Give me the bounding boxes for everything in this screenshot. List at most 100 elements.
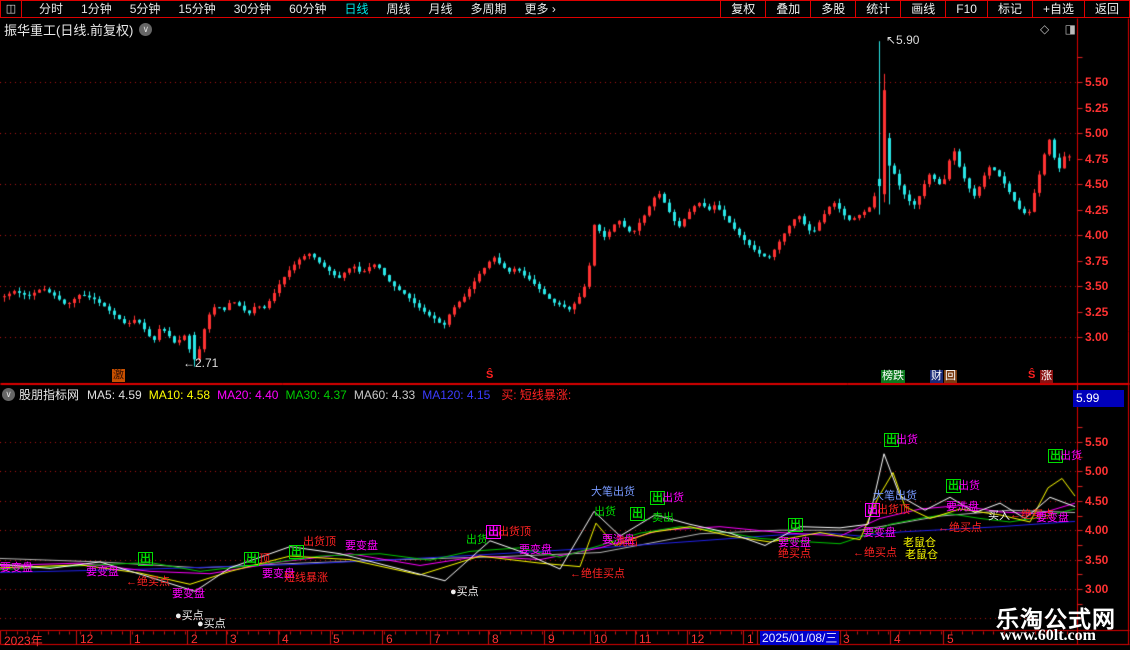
signal-label: ←绝佳买点 bbox=[570, 568, 625, 580]
signal-label: 要变盘 bbox=[86, 566, 119, 578]
period-tab-60分钟[interactable]: 60分钟 bbox=[289, 2, 327, 16]
period-tab-周线[interactable]: 周线 bbox=[386, 2, 411, 16]
ma-values: MA5: 4.59 MA10: 4.58 MA20: 4.40 MA30: 4.37 M… bbox=[87, 388, 497, 402]
signal-label: 出货 bbox=[1060, 450, 1082, 462]
toolbar-button-叠加[interactable]: 叠加 bbox=[776, 1, 801, 16]
indicator-axis-label: 4.00 bbox=[1085, 523, 1109, 538]
indicator-axis-label: 3.00 bbox=[1085, 582, 1109, 596]
signal-label: 要洗盘 bbox=[946, 501, 979, 513]
period-tab-15分钟[interactable]: 15分钟 bbox=[178, 2, 216, 16]
period-tab-月线[interactable]: 月线 bbox=[428, 2, 453, 16]
toolbar: ◫ 分时 1分钟 5分钟 15分钟 30分钟 60分钟 日线 周线 月线 多周期 更多 › 复权 叠加… bbox=[0, 0, 1130, 18]
signal-label: 要变盘 bbox=[0, 562, 33, 574]
collapse-icon[interactable]: ∨ bbox=[2, 388, 15, 401]
period-tab-更多 ›[interactable]: 更多 › bbox=[524, 2, 556, 16]
date-axis-label: 4 bbox=[282, 632, 289, 646]
period-tab-1分钟[interactable]: 1分钟 bbox=[81, 2, 112, 16]
indicator-source-label: 股朋指标网 bbox=[19, 388, 80, 402]
signal-label: ←绝买点 bbox=[938, 522, 982, 534]
signal-label: 出货 bbox=[896, 434, 918, 446]
watermark-site-name: 乐淘公式网 bbox=[996, 607, 1116, 632]
signal-label: 出 bbox=[289, 545, 304, 559]
period-tab-5分钟[interactable]: 5分钟 bbox=[129, 2, 161, 16]
period-tabs: 分时 1分钟 5分钟 15分钟 30分钟 60分钟 日线 周线 月线 多周期 更多 › bbox=[30, 1, 720, 17]
ma-value-MA5: MA5: 4.59 bbox=[87, 387, 142, 402]
ma-value-MA10: MA10: 4.58 bbox=[148, 387, 211, 402]
toolbar-separator bbox=[765, 0, 767, 18]
date-axis-label: 12 bbox=[691, 632, 705, 646]
toolbar-separator bbox=[720, 0, 722, 18]
date-axis-label: 12 bbox=[80, 632, 94, 646]
signal-label: 出货顶 bbox=[877, 504, 910, 516]
price-annotation: ↖5.90 bbox=[886, 33, 920, 47]
toolbar-separator bbox=[1031, 0, 1033, 18]
main-axis-label: 3.00 bbox=[1085, 330, 1109, 344]
marker-badge: 榜跌 bbox=[881, 370, 905, 383]
main-axis-label: 5.25 bbox=[1085, 100, 1109, 115]
ma-value-MA120: MA120: 4.15 bbox=[422, 387, 491, 402]
toolbar-button-返回[interactable]: 返回 bbox=[1094, 1, 1119, 16]
period-tab-多周期[interactable]: 多周期 bbox=[470, 2, 507, 16]
ma-value-MA60: MA60: 4.33 bbox=[353, 387, 416, 402]
date-axis-label: 5 bbox=[333, 632, 340, 646]
chevron-down-icon[interactable]: ∨ bbox=[139, 23, 153, 36]
watermark-url: www.60lt.com bbox=[1000, 627, 1096, 644]
buy-signal-label: 买: 短线暴涨: bbox=[501, 388, 572, 402]
toolbar-separator bbox=[945, 0, 947, 18]
signal-label: 出 bbox=[788, 518, 803, 532]
main-axis-label: 3.25 bbox=[1085, 304, 1109, 319]
signal-label: 买入 bbox=[988, 510, 1010, 522]
date-axis-label: 1 bbox=[134, 632, 141, 646]
signal-label: 出货 bbox=[958, 480, 980, 492]
signal-label: 出 bbox=[486, 525, 501, 539]
toolbar-button-统计[interactable]: 统计 bbox=[866, 1, 891, 16]
signal-label: 要变盘 bbox=[778, 537, 811, 549]
main-axis-label: 4.25 bbox=[1085, 202, 1109, 217]
toolbar-button-+自选[interactable]: +自选 bbox=[1042, 1, 1074, 16]
date-axis-label: 1 bbox=[747, 632, 754, 646]
signal-label: 要洗盘 bbox=[602, 534, 635, 546]
signal-label: ←卖出 bbox=[641, 512, 674, 524]
signal-label: 出 bbox=[865, 503, 880, 517]
signal-label: 大笔出货 bbox=[873, 490, 917, 502]
main-axis-label: 4.75 bbox=[1085, 151, 1109, 166]
signal-label: 要变盘 bbox=[863, 527, 896, 539]
marker-badge: 涨 bbox=[1040, 370, 1053, 383]
signal-label: 顶 bbox=[259, 553, 270, 565]
toolbar-button-F10[interactable]: F10 bbox=[956, 1, 977, 16]
signal-label: 出 bbox=[630, 507, 645, 521]
toolbar-button-多股[interactable]: 多股 bbox=[821, 1, 846, 16]
period-tab-日线[interactable]: 日线 bbox=[344, 2, 369, 16]
main-axis-label: 3.50 bbox=[1085, 279, 1109, 293]
toolbar-separator bbox=[855, 0, 857, 18]
signal-label: 出货 bbox=[594, 506, 616, 518]
indicator-axis-label: 3.50 bbox=[1085, 552, 1109, 567]
marker-badge: 财 bbox=[930, 370, 943, 383]
signal-label: 出 bbox=[650, 491, 665, 505]
date-axis-label: 8 bbox=[492, 632, 499, 646]
signal-label: 出 bbox=[884, 433, 899, 447]
marker-badge: 回 bbox=[944, 370, 957, 383]
signal-label: 出 bbox=[138, 552, 153, 566]
layout-split-icon[interactable]: ◫ bbox=[0, 0, 22, 18]
date-axis-label: 2023年 bbox=[4, 634, 43, 648]
corner-icons[interactable]: ◇ ◨ bbox=[1040, 22, 1082, 36]
signal-label: 出货 bbox=[662, 492, 684, 504]
signal-label: ←绝买点 bbox=[126, 576, 170, 588]
date-axis-label: 3 bbox=[843, 632, 850, 646]
signal-label: 老鼠仓 bbox=[903, 537, 936, 549]
toolbar-button-复权[interactable]: 复权 bbox=[731, 1, 756, 16]
marker-badge: 激 bbox=[112, 369, 125, 382]
period-tab-30分钟[interactable]: 30分钟 bbox=[233, 2, 272, 16]
signal-label: ←绝买点 bbox=[1010, 509, 1054, 521]
toolbar-button-画线[interactable]: 画线 bbox=[911, 1, 936, 16]
main-axis-label: 4.00 bbox=[1085, 228, 1109, 242]
date-axis-label: 4 bbox=[894, 632, 901, 646]
toolbar-button-标记[interactable]: 标记 bbox=[997, 1, 1022, 16]
signal-label: ←绝买点 bbox=[853, 547, 897, 559]
signal-label: 要变盘 bbox=[262, 568, 295, 580]
period-tab-分时[interactable]: 分时 bbox=[39, 2, 64, 16]
price-annotation: ←2.71 bbox=[183, 356, 219, 370]
